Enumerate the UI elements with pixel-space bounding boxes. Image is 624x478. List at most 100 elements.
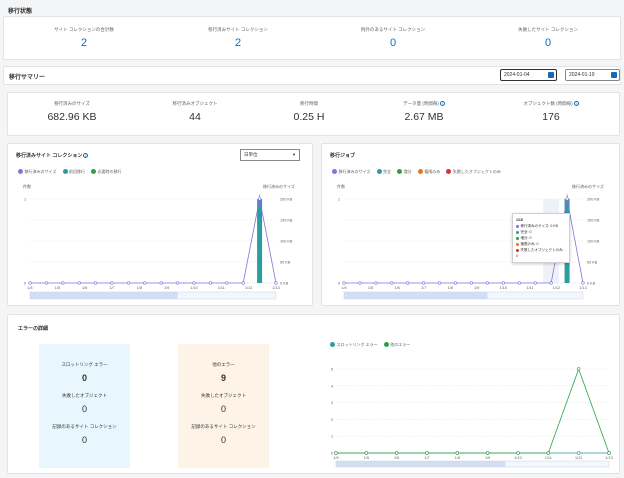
x-tick-label: 1/6 [82, 286, 87, 290]
stat-value[interactable]: 0 [544, 37, 552, 49]
info-icon[interactable]: i [439, 101, 445, 107]
line-point [549, 281, 553, 285]
legend-item[interactable]: 必要時の移行 [91, 169, 122, 175]
bar-data-label: 1 [566, 194, 568, 198]
x-tick-label: 1/13 [579, 286, 586, 290]
line-point [358, 281, 362, 285]
other-records-value: 0 [220, 435, 226, 445]
line-point [110, 281, 114, 285]
x-tick-label: 1/5 [55, 286, 60, 290]
right-axis-title: 移行済みのサイズ [572, 184, 604, 189]
stat-value[interactable]: 0 [389, 37, 397, 49]
chevron-down-icon: ▼ [292, 151, 296, 157]
line-point [334, 451, 338, 455]
legend-dot [91, 169, 97, 175]
stat-label: 移行時間 [300, 101, 318, 106]
stat-total-collections: サイト コレクションの合計数 2 [34, 27, 134, 49]
x-tick-label: 1/4 [341, 286, 346, 290]
x-tick-label: 1/10 [190, 286, 197, 290]
stat-value[interactable]: 2 [80, 37, 88, 49]
x-tick-label: 1/9 [474, 286, 479, 290]
size-series-line [344, 198, 584, 284]
stat-label: 失敗したサイト コレクション [518, 27, 578, 32]
zoom-range [336, 461, 506, 467]
granularity-value: 日単位 [244, 152, 258, 157]
y-tick-label: 2 [331, 418, 333, 422]
x-tick-label: 1/7 [421, 286, 426, 290]
stat-value[interactable]: 2 [234, 37, 242, 49]
other-failed-value: 0 [220, 404, 226, 414]
chart-tooltip: 1/18 移行済みのサイズ: 0 KB 完全: 0 増分: 0 権限のみ: 0 … [512, 213, 570, 263]
throttling-title: スロットリング エラー [61, 362, 108, 367]
y-tick-label: 100 KB [587, 240, 600, 244]
stat-label: 例外のあるサイト コレクション [360, 27, 426, 32]
line-point [406, 281, 410, 285]
line-point [453, 281, 458, 285]
line-point [422, 281, 426, 285]
status-card: サイト コレクションの合計数 2 移行済みサイト コレクション 2 例外のあるサ… [3, 16, 621, 60]
stat-migrated-objects: 移行済みオブジェクト 44 [145, 101, 245, 123]
throttling-errors-box: スロットリング エラー 0 失敗したオブジェクト 0 記録のあるサイト コレクシ… [39, 344, 130, 468]
legend-dot [383, 342, 389, 348]
info-icon[interactable]: i [573, 101, 579, 107]
x-tick-label: 1/4 [27, 286, 32, 290]
stat-label: 移行済みのサイズ [54, 101, 90, 106]
legend-item[interactable]: 前回移行 [62, 169, 85, 175]
date-from-picker[interactable]: 2024-01-04 [500, 69, 557, 81]
line-point [469, 281, 474, 285]
stat-migration-time: 移行時間 0.25 H [259, 101, 359, 123]
info-icon[interactable]: i [83, 153, 89, 159]
throttling-failed-value: 0 [81, 404, 87, 414]
x-tick-label: 1/11 [218, 286, 225, 290]
date-to-picker[interactable]: 2024-01-19 [565, 69, 620, 81]
other-errors-count: 9 [220, 373, 226, 383]
line-point [143, 281, 147, 285]
x-tick-label: 1/8 [455, 456, 460, 460]
x-tick-label: 1/9 [164, 286, 169, 290]
x-tick-label: 1/8 [448, 286, 453, 290]
legend-item[interactable]: 他のエラー [383, 342, 410, 348]
line-point [258, 197, 262, 201]
collections-chart-title-wrap: 移行済みサイト コレクション i [16, 152, 89, 159]
tooltip-line: 増分: 0 [516, 235, 566, 241]
x-tick-label: 1/12 [575, 456, 582, 460]
line-point [437, 281, 442, 285]
status-title: 移行状態 [8, 9, 33, 15]
line-point [374, 281, 378, 285]
legend-item[interactable]: 完全 [376, 169, 391, 175]
x-tick-label: 1/11 [526, 286, 533, 290]
legend-item[interactable]: 権限のみ [417, 169, 440, 175]
date-to-value: 2024-01-19 [569, 72, 595, 78]
line-point [455, 451, 460, 455]
x-tick-label: 1/5 [364, 456, 369, 460]
x-tick-label: 1/4 [333, 456, 338, 460]
y-tick-label: 5 [331, 368, 333, 372]
line-point [159, 281, 163, 285]
x-tick-label: 1/7 [109, 286, 114, 290]
y-tick-label: 0 KB [587, 282, 596, 286]
granularity-select[interactable]: 日単位 ▼ [240, 149, 300, 161]
tooltip-line: 移行済みのサイズ: 0 KB [516, 223, 566, 229]
stat-label: サイト コレクションの合計数 [54, 27, 114, 32]
line-point [241, 281, 245, 285]
legend-item[interactable]: スロットリング エラー [330, 342, 378, 348]
legend-item[interactable]: 失敗したオブジェクトのみ [446, 169, 501, 175]
stat-value: 2.67 MB [404, 111, 444, 123]
legend-item[interactable]: 移行済みのサイズ [18, 169, 56, 175]
zoom-range [344, 292, 488, 299]
stat-value: 44 [189, 111, 201, 123]
legend-item[interactable]: 増分 [397, 169, 412, 175]
throttling-count: 0 [81, 373, 87, 383]
y-tick-label: 1 [24, 198, 26, 202]
legend-dot [330, 342, 335, 348]
legend-item[interactable]: 移行済みのサイズ [332, 169, 370, 175]
line-point [501, 281, 505, 285]
y-tick-label: 50 KB [587, 261, 598, 265]
line-point [517, 281, 521, 285]
stat-exception-collections: 例外のあるサイト コレクション 0 [343, 27, 443, 49]
collections-chart-title: 移行済みサイト コレクション [16, 153, 83, 159]
throttling-records-value: 0 [81, 435, 87, 445]
y-tick-label: 3 [331, 401, 333, 405]
other-failed-label: 失敗したオブジェクト [201, 393, 246, 398]
line-point [485, 281, 489, 285]
